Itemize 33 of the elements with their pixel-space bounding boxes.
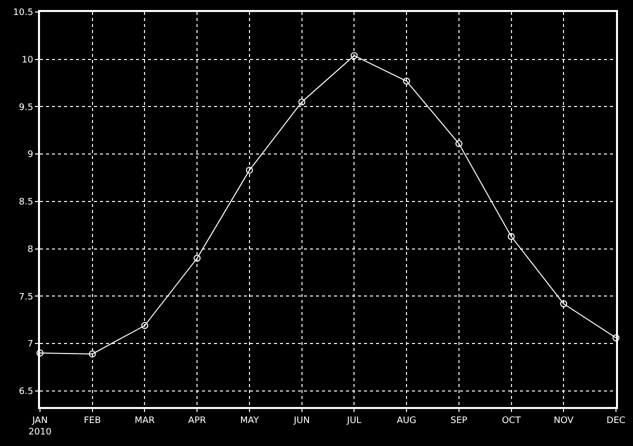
point: [298, 98, 306, 106]
point: [141, 322, 148, 330]
x-tick-label: MAY: [240, 416, 260, 426]
point: [36, 350, 44, 357]
x-tick-label: MAR: [134, 416, 155, 426]
point: [88, 350, 96, 358]
x-tick-label: JAN 2010: [28, 416, 52, 438]
x-tick-label: NOV: [554, 416, 574, 426]
y-tick-label: 10.5: [13, 8, 34, 18]
x-tick-label: APR: [188, 416, 206, 426]
point: [612, 334, 620, 342]
x-tick-label: JUL: [346, 416, 362, 426]
point: [350, 52, 358, 60]
x-tick-label: FEB: [84, 416, 101, 426]
point: [560, 300, 568, 308]
point: [455, 140, 462, 148]
x-tick-label: AUG: [396, 416, 416, 426]
point: [194, 254, 201, 262]
y-tick-label: 7: [27, 340, 34, 350]
x-tick-label: OCT: [502, 416, 522, 426]
y-tick-label: 9.5: [18, 102, 34, 113]
y-tick-label: 10: [22, 56, 34, 66]
y-tick-label: 8: [27, 244, 34, 255]
y-tick-label: 8.5: [18, 198, 34, 208]
point: [508, 233, 515, 240]
y-tick-label: 6.5: [18, 387, 34, 398]
y-tick-label: 9: [27, 150, 34, 160]
y-tick-label: 7.5: [18, 292, 34, 302]
x-tick-label: DEC: [606, 416, 626, 426]
x-tick-label: SEP: [450, 416, 468, 426]
point: [403, 78, 410, 85]
point: [246, 166, 253, 174]
x-tick-label: JUN: [292, 416, 310, 426]
